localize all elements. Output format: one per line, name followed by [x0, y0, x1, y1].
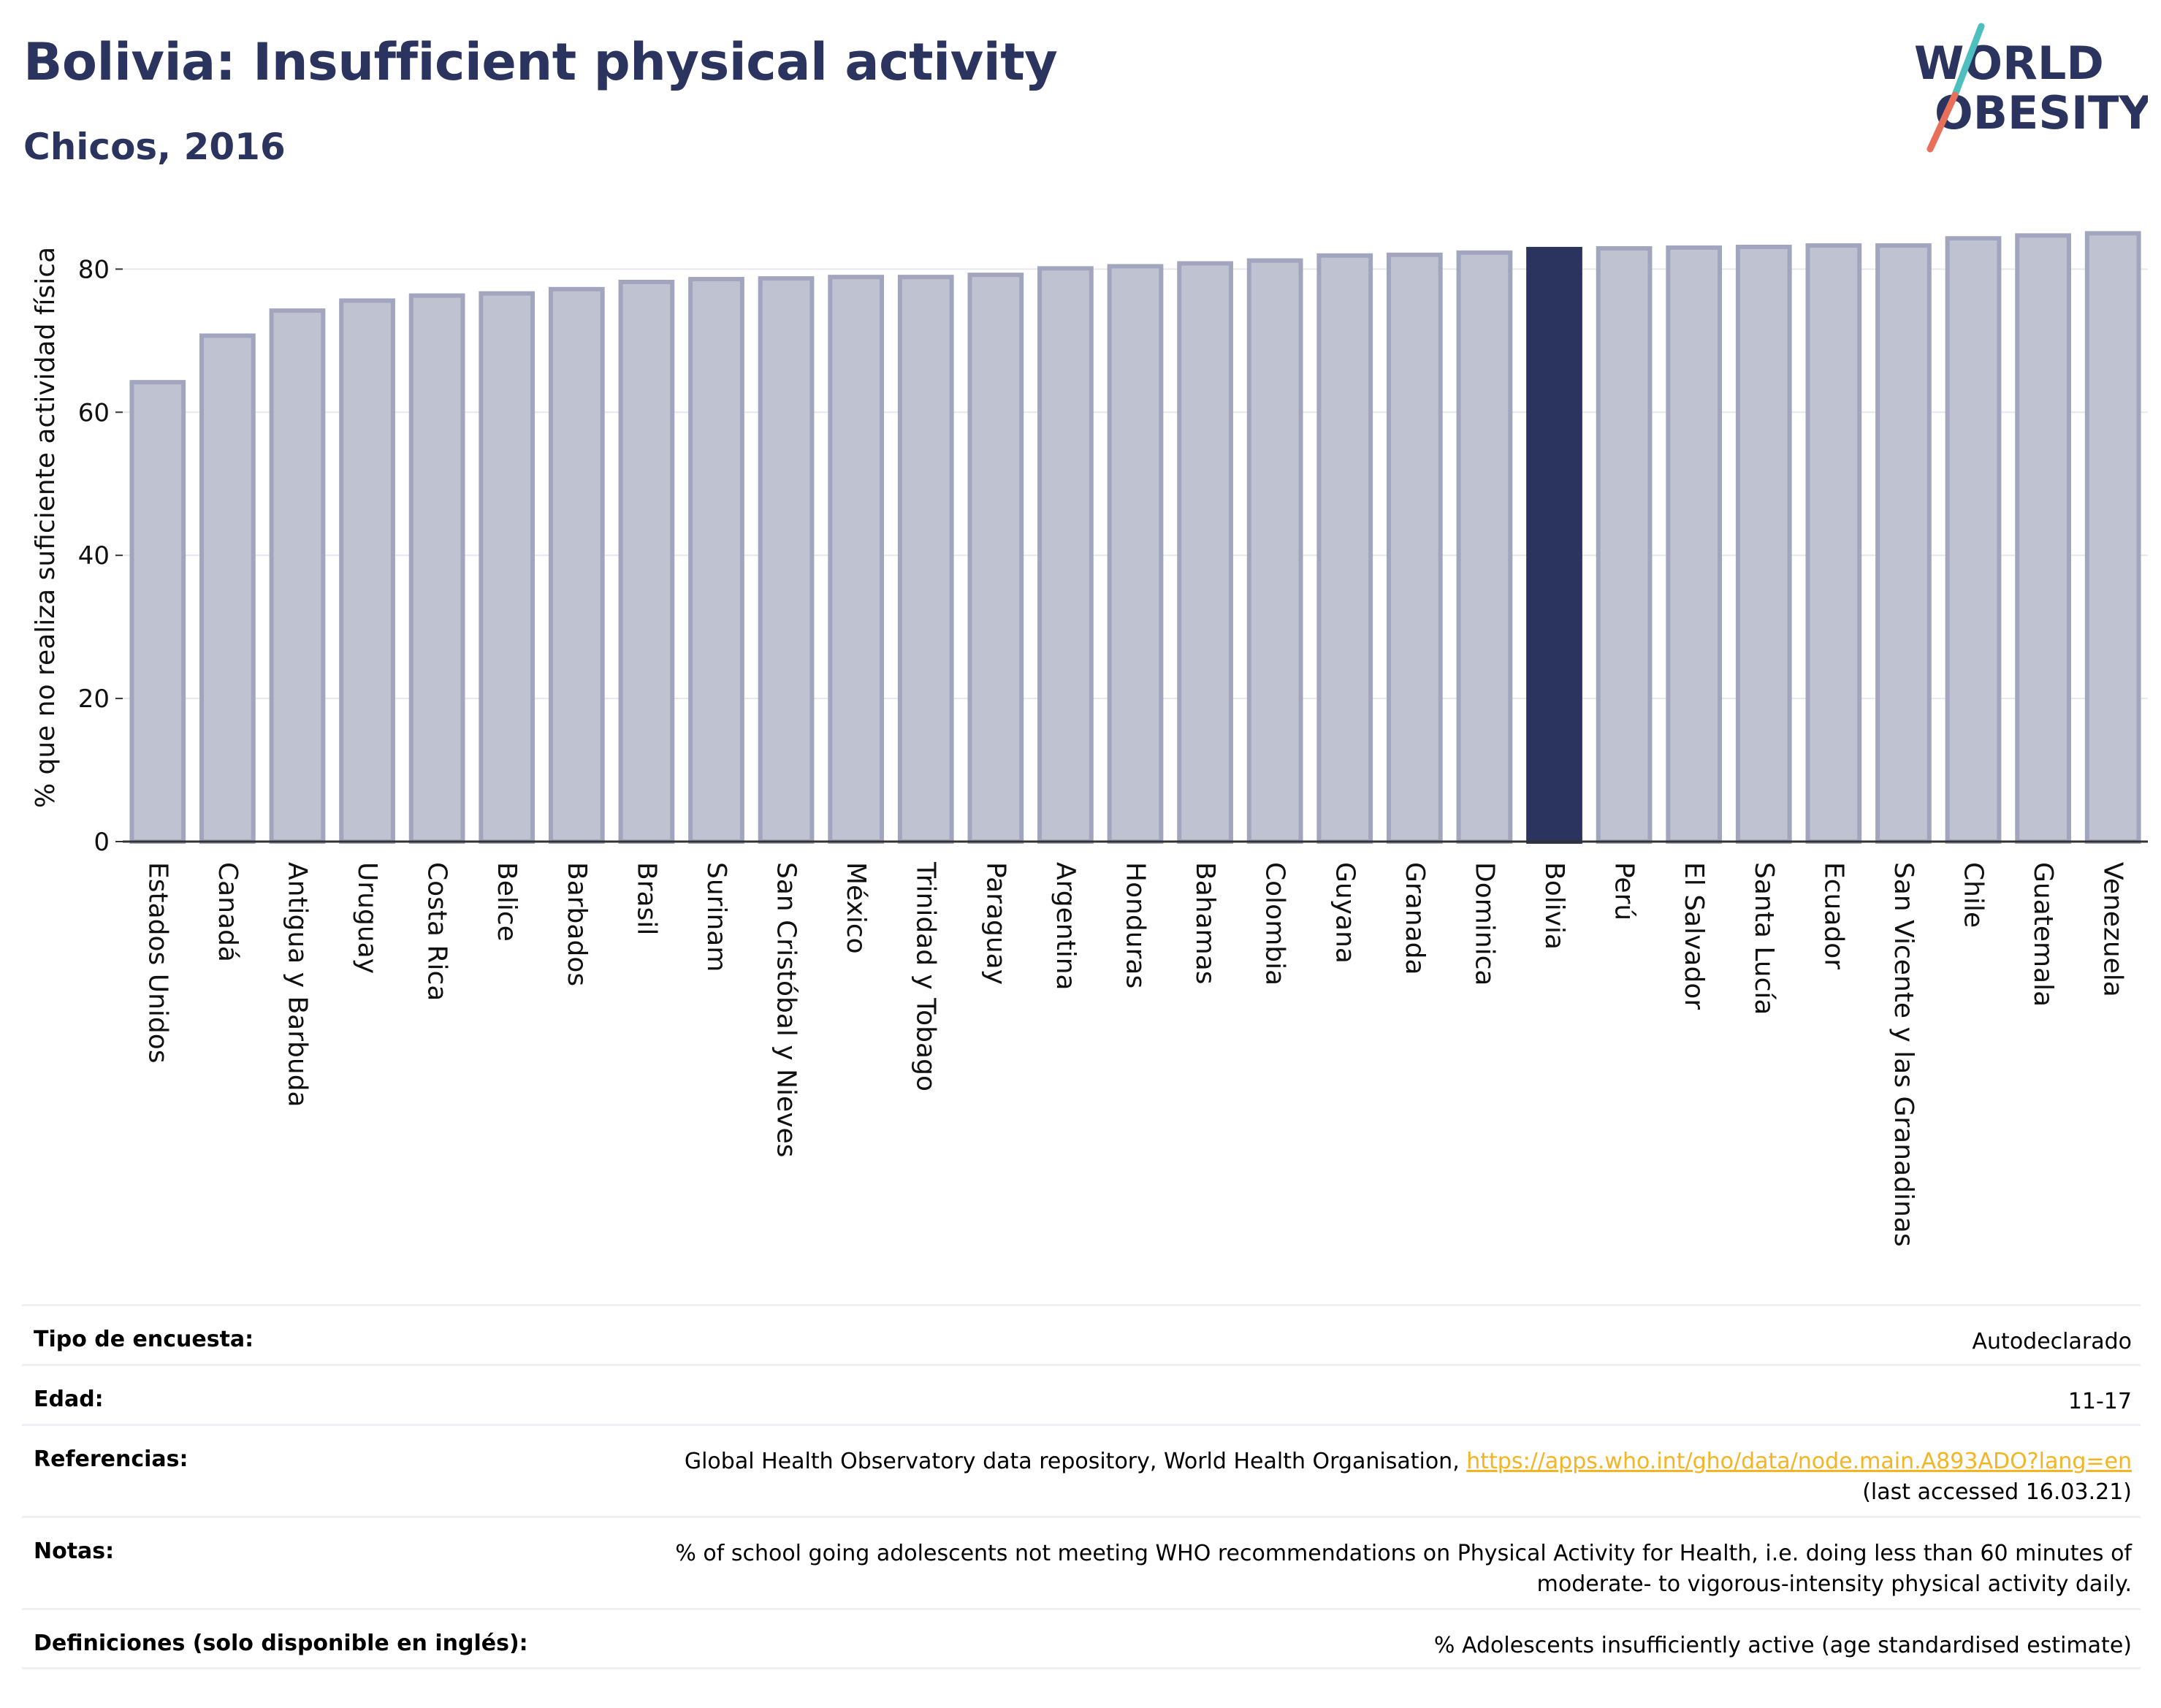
x-tick-label: Guatemala: [2028, 862, 2058, 1007]
x-tick-label: Barbados: [562, 862, 592, 986]
x-tick-label: Belice: [492, 862, 522, 942]
reference-accessed: (last accessed 16.03.21): [1862, 1479, 2132, 1505]
bars: [129, 231, 2141, 845]
bar: [1386, 252, 1443, 845]
bar: [1246, 258, 1303, 845]
bar: [967, 272, 1024, 844]
info-row-definitions: Definiciones (solo disponible en inglés)…: [22, 1608, 2141, 1669]
bar: [1666, 245, 1723, 844]
bar: [129, 380, 186, 844]
bar: [1037, 266, 1094, 844]
chart-subtitle: Chicos, 2016: [23, 126, 286, 168]
chart-title: Bolivia: Insufficient physical activity: [23, 32, 1058, 92]
info-row-notes: Notas: % of school going adolescents not…: [22, 1516, 2141, 1608]
bar: [1805, 243, 1862, 844]
x-tick-label: México: [841, 862, 871, 954]
info-row-survey: Tipo de encuesta: Autodeclarado: [22, 1304, 2141, 1364]
bar: [339, 298, 395, 844]
bar: [1107, 264, 1164, 845]
y-tick-label: 60: [78, 398, 110, 427]
bar: [1177, 261, 1233, 844]
logo-slash-bottom: [1926, 91, 1959, 153]
info-label-age: Edad:: [34, 1387, 104, 1412]
bar: [688, 277, 744, 844]
bar: [1316, 253, 1373, 844]
bar: [548, 286, 605, 845]
logo-line1: WORLD: [1914, 37, 2104, 90]
y-axis-label: % que no realiza suficiente actividad fí…: [31, 247, 61, 808]
bar: [269, 308, 326, 845]
info-row-age: Edad: 11-17: [22, 1364, 2141, 1424]
x-tick-label: Costa Rica: [422, 862, 452, 1001]
x-tick-label: Venezuela: [2098, 862, 2128, 997]
x-tick-label: Antigua y Barbuda: [282, 862, 312, 1107]
reference-text: Global Health Observatory data repositor…: [684, 1449, 1467, 1474]
x-tick-label: Colombia: [1260, 862, 1290, 985]
bar-highlight: [1526, 246, 1582, 845]
x-tick-label: Guyana: [1330, 862, 1360, 964]
x-tick-label: Argentina: [1051, 862, 1080, 991]
x-tick-label: Chile: [1959, 862, 1989, 928]
bar: [1945, 236, 2002, 845]
x-tick-label: Dominica: [1469, 862, 1499, 986]
bar-chart: 0 20 40 60 80 Estados Unidos Canadá Antigua y B…: [31, 231, 2148, 1247]
bar: [1596, 245, 1653, 844]
x-tick-label: Uruguay: [352, 862, 382, 974]
x-tick-label: Paraguay: [980, 862, 1010, 985]
bar: [408, 293, 465, 844]
x-tick-label: Ecuador: [1818, 862, 1848, 969]
info-label-references: Referencias:: [34, 1446, 188, 1472]
x-tick-label: Santa Lucía: [1749, 862, 1779, 1015]
x-tick-label: Bahamas: [1190, 862, 1220, 985]
logo-line2: OBESITY: [1935, 86, 2148, 140]
bar: [199, 333, 256, 844]
x-tick-label: San Cristóbal y Nieves: [771, 862, 801, 1157]
x-tick-label: Perú: [1609, 862, 1639, 920]
x-tick-label: Brasil: [631, 862, 661, 935]
x-tick-label: San Vicente y las Granadinas: [1889, 862, 1918, 1247]
logo-slash-top: [1951, 23, 1985, 99]
bar: [479, 291, 536, 845]
info-value-references: Global Health Observatory data repositor…: [685, 1446, 2132, 1508]
x-tick-label: Estados Unidos: [142, 862, 172, 1064]
x-tick-label: El Salvador: [1679, 862, 1709, 1010]
info-row-references: Referencias: Global Health Observatory d…: [22, 1424, 2141, 1516]
info-value-definitions: % Adolescents insufficiently active (age…: [1433, 1633, 2132, 1658]
y-tick-label: 20: [78, 685, 110, 714]
info-value-survey: Autodeclarado: [1972, 1329, 2132, 1354]
info-value-age: 11-17: [2067, 1389, 2132, 1414]
info-label-notes: Notas:: [34, 1539, 115, 1564]
info-table: Tipo de encuesta: Autodeclarado Edad: 11…: [22, 1304, 2141, 1669]
x-tick-label: Honduras: [1121, 862, 1151, 988]
info-label-definitions: Definiciones (solo disponible en inglés)…: [34, 1631, 528, 1656]
bar: [1735, 244, 1792, 844]
bar: [2015, 233, 2071, 844]
x-tick-label: Surinam: [701, 862, 731, 972]
bar: [2084, 231, 2141, 844]
y-tick-label: 40: [78, 541, 110, 571]
info-value-notes: % of school going adolescents not meetin…: [675, 1541, 2132, 1597]
x-tick-label: Bolivia: [1539, 862, 1569, 950]
axes: 0 20 40 60 80 Estados Unidos Canadá Antigua y B…: [78, 255, 2148, 1247]
x-tick-label: Granada: [1400, 862, 1430, 975]
bar: [1456, 250, 1513, 844]
bar: [897, 275, 954, 845]
bar: [1875, 243, 1932, 844]
bar: [618, 279, 675, 844]
world-obesity-logo: WORLD OBESITY: [1914, 23, 2148, 153]
x-tick-label: Trinidad y Tobago: [911, 861, 941, 1091]
x-tick-label: Canadá: [213, 862, 243, 962]
y-tick-label: 0: [94, 828, 110, 857]
bar: [828, 275, 885, 845]
info-label-survey: Tipo de encuesta:: [34, 1327, 254, 1352]
bar: [758, 276, 815, 844]
y-tick-label: 80: [78, 255, 110, 284]
reference-link[interactable]: https://apps.who.int/gho/data/node.main.…: [1466, 1449, 2132, 1474]
